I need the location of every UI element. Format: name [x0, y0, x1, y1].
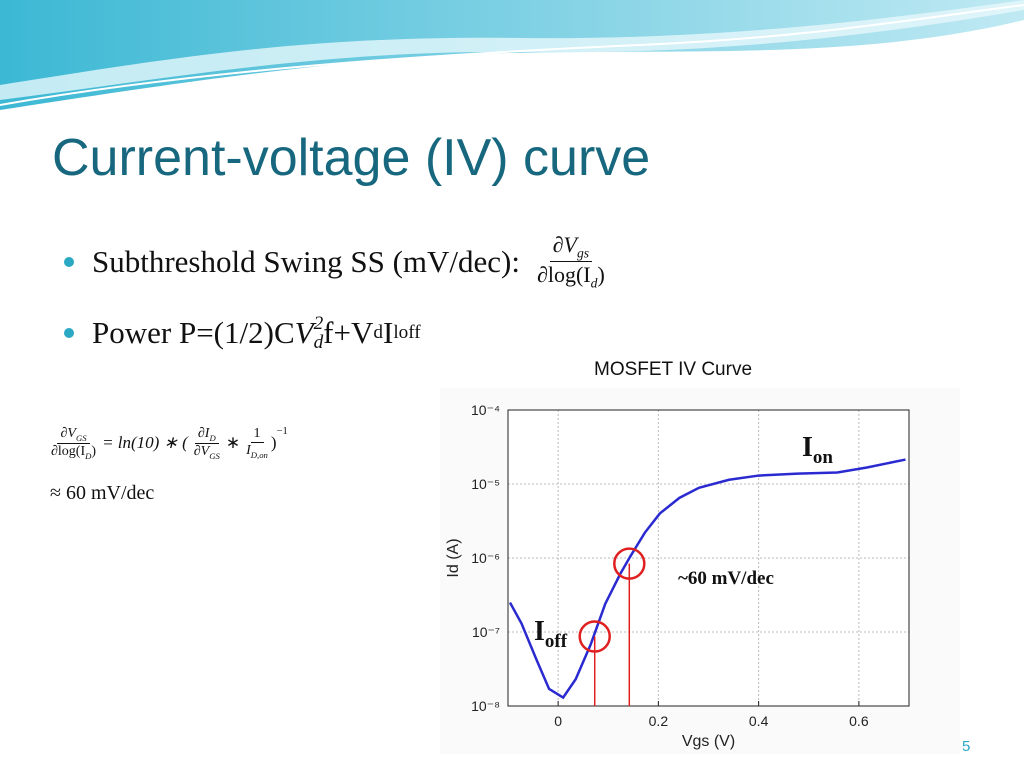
y-axis-label: Id (A) [445, 538, 462, 577]
equation-result: ≈ 60 mV/dec [50, 482, 155, 504]
math: ∂V [552, 232, 577, 257]
math: ∂V [193, 443, 210, 459]
y-tick-label: 10⁻⁶ [471, 550, 500, 566]
math: ) [270, 433, 277, 453]
annotation-text: ~60 mV/dec [678, 568, 774, 589]
y-tick-label: 10⁻⁵ [471, 476, 500, 492]
math: −1 [276, 426, 288, 437]
annotation-main: I [534, 616, 545, 647]
annotation: Ion [802, 432, 833, 468]
math: I [246, 443, 251, 459]
highlight-circle [578, 620, 611, 653]
text: d [373, 322, 383, 344]
annotation: ~60 mV/dec [678, 568, 774, 589]
math: D [85, 450, 92, 461]
math: d [590, 275, 598, 291]
highlight-circle [613, 547, 646, 580]
text: I [382, 315, 394, 351]
math: d [313, 332, 324, 354]
math: ∂log(I [51, 443, 86, 459]
math: ) [597, 262, 605, 288]
math: GS [75, 432, 87, 443]
math: D,on [250, 450, 268, 461]
chart-title: MOSFET IV Curve [594, 359, 753, 380]
text: loff [393, 322, 421, 344]
slide-title: Current-voltage (IV) curve [52, 129, 651, 187]
math: gs [576, 245, 590, 261]
math: GS [209, 450, 220, 461]
math: ) [91, 443, 97, 459]
bullet: Subthreshold Swing SS (mV/dec): ∂Vgs ∂lo… [64, 232, 608, 292]
math: = ln(10) ∗ ( [102, 433, 188, 453]
y-tick-label: 10⁻⁷ [472, 624, 500, 640]
x-tick-label: 0.2 [649, 713, 669, 729]
annotation-sub: off [545, 631, 568, 652]
math: ∗ [225, 433, 241, 453]
math: D [209, 432, 216, 443]
x-tick-label: 0 [554, 713, 562, 729]
y-tick-label: 10⁻⁸ [471, 698, 500, 714]
annotation-main: I [802, 432, 813, 463]
math: ∂log(I [536, 262, 591, 288]
header-wave [0, 0, 1024, 110]
math: ∂V [60, 426, 76, 441]
y-tick-label: 10⁻⁴ [471, 402, 500, 418]
equation: ∂VGS ∂log(ID) = ln(10) ∗ ( ∂ID ∂VGS ∗ 1 ID,… [48, 426, 288, 461]
math: ∂I [197, 426, 210, 441]
text: f+V [323, 315, 374, 351]
math: 2 [313, 313, 324, 334]
chart: 10⁻⁸ 10⁻⁷ 10⁻⁶ 10⁻⁵ 10⁻⁴ 0 0.2 0.4 0.6 Vgs (V) Id … [440, 388, 960, 754]
bullet-dot [64, 328, 74, 339]
math: 1 [250, 426, 264, 444]
x-axis-label: Vgs (V) [682, 733, 735, 750]
data-line [508, 458, 906, 700]
x-tick-label: 0.4 [749, 713, 769, 729]
x-tick-label: 0.6 [849, 713, 869, 729]
text: Power P=(1/2)C [92, 315, 295, 351]
plot-frame [507, 409, 910, 707]
bullet-dot [64, 256, 74, 267]
annotation-sub: on [813, 447, 834, 468]
page-number: 5 [962, 738, 971, 755]
annotation: Ioff [534, 616, 568, 652]
math: V [294, 315, 314, 351]
fraction: ∂Vgs ∂log(Id) [534, 232, 608, 292]
bullet-text: Subthreshold Swing SS (mV/dec): [92, 243, 520, 279]
